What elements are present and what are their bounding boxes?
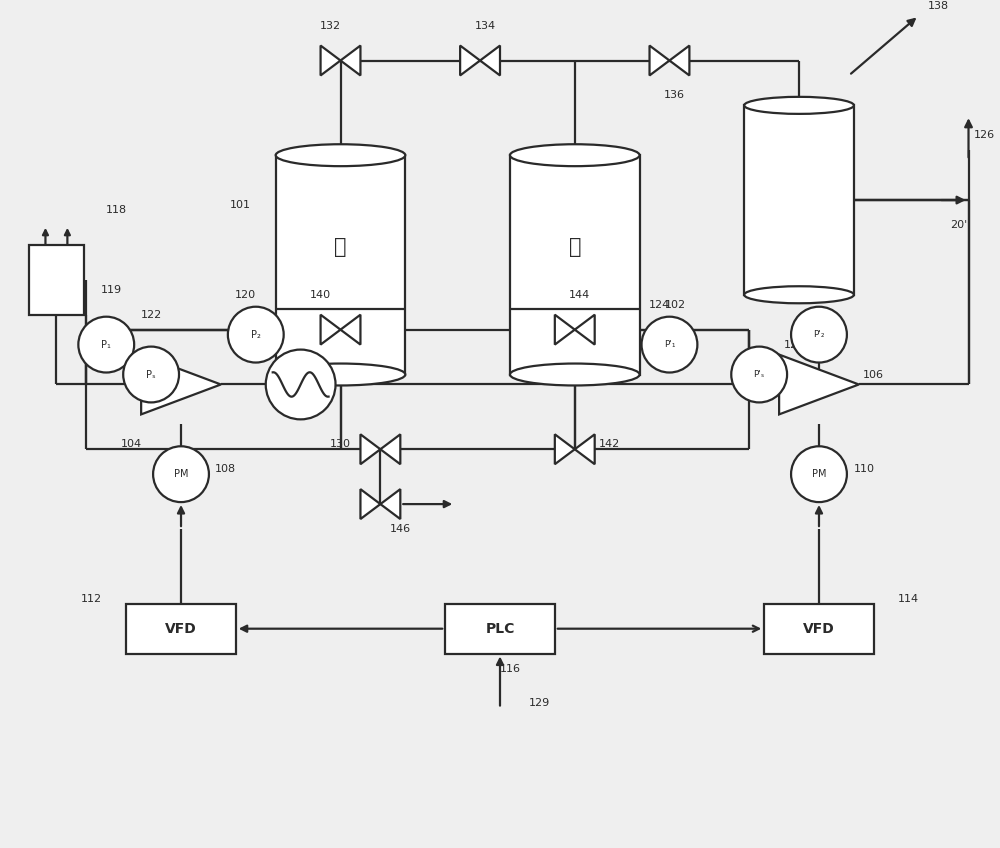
Text: 104: 104 bbox=[121, 439, 142, 449]
Text: 146: 146 bbox=[390, 524, 411, 534]
Circle shape bbox=[266, 349, 336, 420]
Polygon shape bbox=[341, 315, 360, 344]
Text: 134: 134 bbox=[474, 20, 496, 31]
Ellipse shape bbox=[276, 364, 405, 386]
Ellipse shape bbox=[510, 364, 640, 386]
Text: VFD: VFD bbox=[165, 622, 197, 636]
Text: 102: 102 bbox=[664, 299, 686, 310]
Bar bbox=[126, 604, 236, 654]
Text: 136: 136 bbox=[664, 91, 685, 100]
Text: VFD: VFD bbox=[803, 622, 835, 636]
Text: 118: 118 bbox=[106, 205, 127, 215]
Polygon shape bbox=[380, 434, 400, 464]
Text: 106: 106 bbox=[863, 370, 884, 380]
Polygon shape bbox=[341, 46, 360, 75]
Text: P'ₛ: P'ₛ bbox=[754, 370, 765, 379]
Text: 128: 128 bbox=[783, 339, 805, 349]
Circle shape bbox=[228, 307, 284, 363]
Text: PM: PM bbox=[174, 469, 188, 479]
Text: 144: 144 bbox=[569, 290, 590, 299]
Ellipse shape bbox=[744, 97, 854, 114]
Text: 140: 140 bbox=[310, 290, 331, 299]
Text: 108: 108 bbox=[215, 464, 236, 474]
Bar bbox=[744, 105, 854, 295]
Ellipse shape bbox=[276, 144, 405, 166]
Text: 床: 床 bbox=[334, 237, 347, 257]
Ellipse shape bbox=[744, 287, 854, 304]
Bar bbox=[29, 245, 84, 315]
Circle shape bbox=[78, 316, 134, 372]
Text: 124: 124 bbox=[649, 299, 670, 310]
Text: 112: 112 bbox=[81, 594, 102, 604]
Ellipse shape bbox=[510, 144, 640, 166]
Bar bbox=[510, 155, 640, 375]
Bar bbox=[445, 604, 555, 654]
Bar bbox=[276, 155, 405, 375]
Text: PLC: PLC bbox=[485, 622, 515, 636]
Text: 130: 130 bbox=[330, 439, 351, 449]
Text: 114: 114 bbox=[898, 594, 919, 604]
Text: 126: 126 bbox=[973, 131, 995, 140]
Polygon shape bbox=[360, 489, 380, 519]
Circle shape bbox=[791, 307, 847, 363]
Polygon shape bbox=[480, 46, 500, 75]
Text: P'₂: P'₂ bbox=[813, 330, 825, 339]
Text: 129: 129 bbox=[529, 699, 550, 708]
Text: 142: 142 bbox=[599, 439, 620, 449]
Polygon shape bbox=[380, 489, 400, 519]
Circle shape bbox=[153, 446, 209, 502]
Polygon shape bbox=[460, 46, 480, 75]
Polygon shape bbox=[360, 434, 380, 464]
Text: PM: PM bbox=[812, 469, 826, 479]
Text: 119: 119 bbox=[101, 285, 122, 295]
Polygon shape bbox=[669, 46, 689, 75]
Text: P'₁: P'₁ bbox=[664, 340, 675, 349]
Text: 132: 132 bbox=[320, 20, 341, 31]
Polygon shape bbox=[575, 315, 595, 344]
Circle shape bbox=[642, 316, 697, 372]
Polygon shape bbox=[141, 354, 221, 415]
Polygon shape bbox=[555, 434, 575, 464]
Text: 20': 20' bbox=[950, 220, 967, 230]
Circle shape bbox=[123, 347, 179, 403]
Text: 138: 138 bbox=[928, 1, 949, 11]
Polygon shape bbox=[321, 315, 341, 344]
Polygon shape bbox=[321, 46, 341, 75]
Text: Pₛ: Pₛ bbox=[146, 370, 156, 380]
Polygon shape bbox=[650, 46, 669, 75]
Text: P₁: P₁ bbox=[101, 339, 111, 349]
Polygon shape bbox=[575, 434, 595, 464]
Text: 110: 110 bbox=[853, 464, 874, 474]
Text: 122: 122 bbox=[140, 310, 162, 320]
Text: 120: 120 bbox=[235, 290, 256, 299]
Circle shape bbox=[731, 347, 787, 403]
Polygon shape bbox=[555, 315, 575, 344]
Bar bbox=[764, 604, 874, 654]
Circle shape bbox=[791, 446, 847, 502]
Polygon shape bbox=[779, 354, 859, 415]
Text: 101: 101 bbox=[230, 200, 251, 210]
Text: 116: 116 bbox=[499, 664, 520, 673]
Text: 床: 床 bbox=[569, 237, 581, 257]
Text: P₂: P₂ bbox=[251, 330, 261, 340]
